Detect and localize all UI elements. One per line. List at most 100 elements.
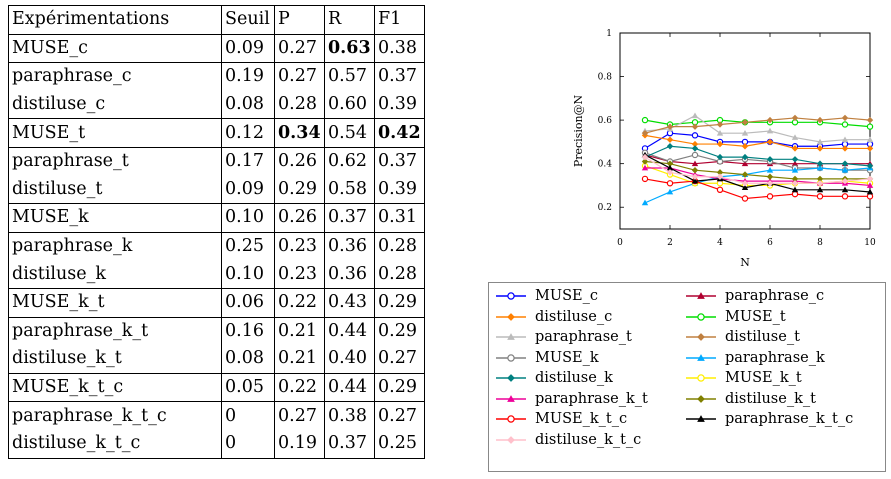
- series-line-paraphrase_k_t: [645, 167, 871, 187]
- data-point: [691, 132, 699, 139]
- data-point: [766, 138, 774, 146]
- cell-f1: 0.29: [374, 287, 425, 318]
- data-point: [716, 186, 724, 193]
- data-point: [641, 129, 649, 137]
- legend-marker: [507, 353, 515, 362]
- legend-label: distiluse_k_t: [725, 390, 816, 407]
- legend-swatch: [686, 415, 716, 422]
- series-line-MUSE_c: [644, 132, 870, 149]
- table-row: MUSE_c 0.09 0.27 0.63 0.38: [8, 33, 425, 64]
- data-point: [641, 158, 649, 165]
- header-r: R: [324, 5, 375, 35]
- legend-item: distiluse_k_t_c: [495, 430, 641, 450]
- data-point: [816, 180, 824, 187]
- cell-p: 0.27: [274, 62, 325, 91]
- cell-seuil: 0: [221, 429, 275, 459]
- legend-label: paraphrase_k_t: [535, 390, 648, 407]
- data-point: [841, 167, 849, 173]
- legend-label: distiluse_k: [535, 370, 613, 386]
- legend-item: MUSE_k_t_c: [495, 409, 627, 429]
- table-row: paraphrase_k_t 0.16 0.21 0.44 0.29: [8, 317, 425, 346]
- data-point: [866, 136, 874, 143]
- x-axis-label: N: [740, 256, 750, 269]
- legend-marker: [697, 333, 705, 341]
- legend-label: distiluse_t: [725, 329, 800, 345]
- legend-marker: [697, 353, 705, 361]
- data-point: [791, 156, 799, 163]
- cell-p: 0.26: [274, 147, 325, 176]
- cell-name: paraphrase_t: [8, 147, 222, 176]
- data-point: [791, 145, 799, 152]
- data-point: [816, 160, 824, 167]
- series-line-paraphrase_t: [644, 115, 870, 143]
- series-line-distiluse_k: [644, 145, 871, 167]
- x-tick-label: 8: [817, 238, 823, 248]
- data-point: [716, 180, 724, 187]
- y-tick-label: 1: [606, 29, 612, 39]
- cell-p: 0.26: [274, 203, 325, 233]
- table-row: paraphrase_k 0.25 0.23 0.36 0.28: [8, 232, 425, 261]
- legend-swatch: [496, 353, 526, 362]
- data-point: [766, 193, 774, 200]
- legend-marker: [507, 435, 515, 444]
- cell-seuil: 0.10: [221, 203, 275, 233]
- data-point: [641, 116, 649, 124]
- legend-item: MUSE_t: [685, 307, 786, 327]
- legend-label: paraphrase_k_t_c: [725, 411, 854, 427]
- data-point: [691, 140, 699, 148]
- legend-label: MUSE_k: [535, 349, 599, 366]
- data-point: [841, 121, 849, 128]
- data-point: [666, 143, 674, 150]
- series-line-distiluse_k_t: [644, 160, 870, 180]
- table-row: distiluse_k 0.10 0.23 0.36 0.28: [8, 260, 425, 289]
- data-point: [716, 129, 724, 136]
- cell-p: 0.27: [274, 401, 325, 430]
- legend-marker: [507, 415, 515, 423]
- data-point: [766, 180, 774, 187]
- cell-r: 0.36: [324, 232, 375, 261]
- cell-f1: 0.27: [374, 345, 425, 374]
- data-point: [841, 186, 849, 193]
- legend-label: paraphrase_k: [725, 349, 825, 366]
- cell-f1: 0.27: [374, 401, 425, 430]
- data-point: [716, 173, 724, 180]
- data-point: [666, 136, 674, 143]
- cell-p: 0.29: [274, 175, 325, 204]
- legend-swatch: [496, 312, 526, 321]
- cell-name: MUSE_k: [8, 203, 222, 233]
- cell-seuil: 0.19: [221, 62, 275, 91]
- series-line-distiluse_c: [644, 134, 870, 150]
- data-point: [791, 160, 799, 167]
- cell-seuil: 0.17: [221, 147, 275, 176]
- data-point: [741, 180, 749, 187]
- cell-name: MUSE_k_t_c: [8, 372, 222, 403]
- y-tick-label: 0.4: [598, 160, 613, 170]
- legend-swatch: [686, 374, 716, 382]
- data-point: [641, 153, 649, 161]
- data-point: [741, 153, 749, 161]
- data-point: [741, 129, 749, 136]
- data-point: [791, 180, 799, 187]
- data-point: [866, 123, 874, 130]
- data-point: [766, 156, 774, 163]
- series-line-MUSE_t: [644, 119, 871, 128]
- data-point: [866, 188, 874, 195]
- header-experimentations: Expérimentations: [8, 5, 222, 35]
- legend-marker: [697, 374, 705, 382]
- data-point: [716, 121, 724, 128]
- legend-swatch: [686, 312, 716, 321]
- legend-label: paraphrase_c: [725, 288, 825, 304]
- cell-r: 0.63: [324, 33, 375, 64]
- legend-label: MUSE_k_t_c: [535, 411, 628, 427]
- legend-swatch: [496, 292, 526, 300]
- legend-marker: [507, 292, 515, 300]
- legend-label: paraphrase_t: [535, 329, 632, 345]
- data-point: [741, 195, 749, 202]
- data-point: [866, 182, 874, 188]
- cell-name: paraphrase_k_t: [8, 317, 222, 346]
- data-point: [866, 145, 874, 152]
- x-tick-label: 4: [717, 238, 723, 248]
- cell-f1: 0.29: [374, 317, 425, 346]
- data-point: [641, 199, 649, 206]
- cell-f1: 0.25: [374, 429, 425, 459]
